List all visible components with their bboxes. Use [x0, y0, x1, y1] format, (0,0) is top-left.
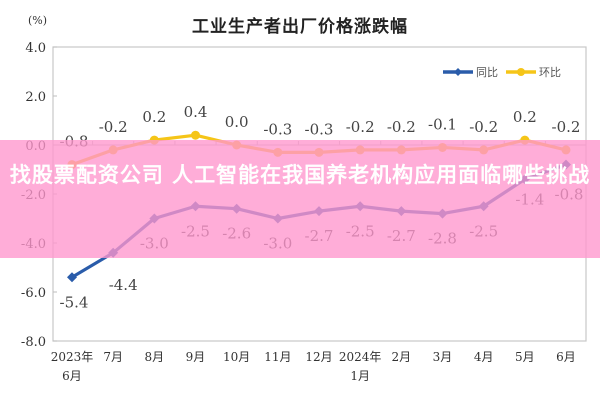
y-tick-label: 2.0	[25, 90, 46, 105]
x-tick-label: 8月	[145, 350, 165, 364]
y-axis-unit-label: (%)	[28, 14, 48, 27]
x-tick-label: 2024年	[339, 350, 382, 364]
x-tick-label: 1月	[350, 369, 370, 383]
x-tick-label: 12月	[305, 350, 332, 364]
legend-marker	[517, 68, 525, 76]
overlay-banner	[0, 140, 600, 258]
data-label: 0.0	[225, 113, 249, 131]
x-tick-label: 6月	[62, 369, 82, 383]
x-tick-label: 5月	[515, 350, 535, 364]
data-label: -4.4	[109, 276, 138, 294]
x-tick-label: 9月	[186, 350, 206, 364]
data-label: 0.2	[142, 108, 166, 126]
data-label: -0.3	[305, 120, 334, 138]
x-tick-label: 7月	[103, 350, 123, 364]
data-label: 0.4	[184, 103, 208, 121]
legend-label-mom: 环比	[539, 66, 561, 79]
data-label: -0.2	[346, 118, 375, 136]
x-tick-label: 2月	[392, 350, 412, 364]
overlay-headline: 找股票配资公司 人工智能在我国养老机构应用面临哪些挑战	[9, 163, 591, 187]
data-point-marker	[191, 130, 200, 140]
data-label: 0.2	[513, 108, 537, 126]
legend-marker	[454, 68, 462, 76]
y-tick-label: -6.0	[21, 286, 46, 301]
data-label: -5.4	[60, 293, 89, 311]
x-tick-label: 10月	[223, 350, 250, 364]
y-tick-label: 4.0	[25, 41, 46, 56]
legend: 同比 环比	[443, 66, 561, 79]
x-tick-label: 2023年	[51, 350, 94, 364]
chart-title: 工业生产者出厂价格涨跌幅	[192, 17, 408, 37]
x-tick-label: 6月	[556, 350, 576, 364]
legend-label-yoy: 同比	[476, 66, 498, 79]
data-label: -0.2	[552, 118, 581, 136]
data-label: -0.3	[263, 120, 292, 138]
x-tick-label: 4月	[474, 350, 494, 364]
y-tick-label: -8.0	[21, 335, 46, 350]
x-axis: 2023年 6月 7月 8月 9月 10月 11月 12月 2024年 1月 2月 3月 4月 5月 6月	[51, 350, 576, 383]
x-tick-label: 3月	[433, 350, 453, 364]
data-point-marker	[67, 272, 77, 283]
data-label: -0.2	[99, 118, 128, 136]
data-label: -0.2	[469, 118, 498, 136]
data-label: -0.2	[387, 118, 416, 136]
x-tick-label: 11月	[264, 350, 291, 364]
data-label: -0.1	[428, 115, 457, 133]
